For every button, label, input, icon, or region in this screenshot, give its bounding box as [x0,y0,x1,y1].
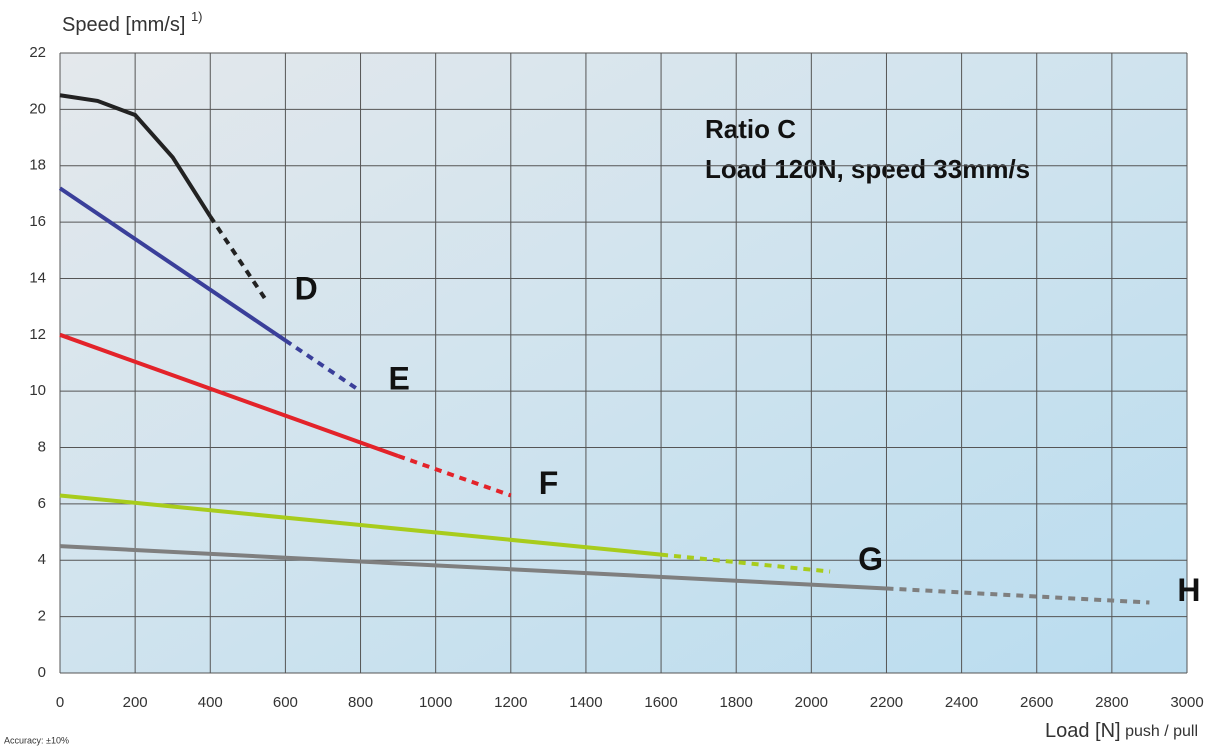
series-label: H [1177,572,1200,608]
series-line [59,544,887,591]
y-tick-label: 10 [29,382,46,399]
y-tick-label: 0 [38,664,46,681]
series-line [59,332,399,458]
x-tick-label: 1400 [569,694,602,711]
y-tick-label: 4 [38,551,46,568]
series-label: G [858,541,883,577]
y-tick-label: 6 [38,495,46,512]
x-tick-label: 800 [348,694,373,711]
x-axis-label: Load [N] push / pull [1045,720,1198,742]
x-tick-label: 2800 [1095,694,1128,711]
y-tick-label: 12 [29,326,46,343]
y-tick-label: 16 [29,213,46,230]
x-tick-label: 400 [198,694,223,711]
series-label: F [539,465,559,501]
x-tick-label: 3000 [1170,694,1203,711]
y-axis-label: Speed [mm/s] 1) [62,9,203,36]
footnote: Accuracy: ±10% [4,735,69,745]
x-tick-label: 1800 [720,694,753,711]
y-tick-label: 18 [29,157,46,174]
series-line-dashed [886,586,1150,605]
y-tick-label: 22 [29,44,46,61]
series-line [59,493,662,557]
x-tick-label: 600 [273,694,298,711]
y-tick-label: 20 [29,100,46,117]
x-tick-label: 1600 [644,694,677,711]
x-tick-label: 2000 [795,694,828,711]
series-line [59,93,212,218]
series-label: E [389,361,410,397]
series-line-dashed [284,338,362,393]
annotation: Ratio C [705,114,796,144]
x-tick-label: 2200 [870,694,903,711]
x-tick-label: 200 [123,694,148,711]
x-tick-label: 1200 [494,694,527,711]
series-label: D [295,270,318,306]
y-tick-label: 8 [38,439,46,456]
plot-background [60,53,1187,673]
x-tick-label: 0 [56,694,64,711]
series-line-dashed [397,454,512,498]
annotation: Load 120N, speed 33mm/s [705,154,1030,184]
x-tick-label: 1000 [419,694,452,711]
series-line-dashed [660,552,831,574]
y-tick-label: 14 [29,269,46,286]
series-line [58,186,287,343]
y-tick-label: 2 [38,608,46,625]
series-line-dashed [208,215,269,303]
x-tick-label: 2600 [1020,694,1053,711]
x-tick-label: 2400 [945,694,978,711]
